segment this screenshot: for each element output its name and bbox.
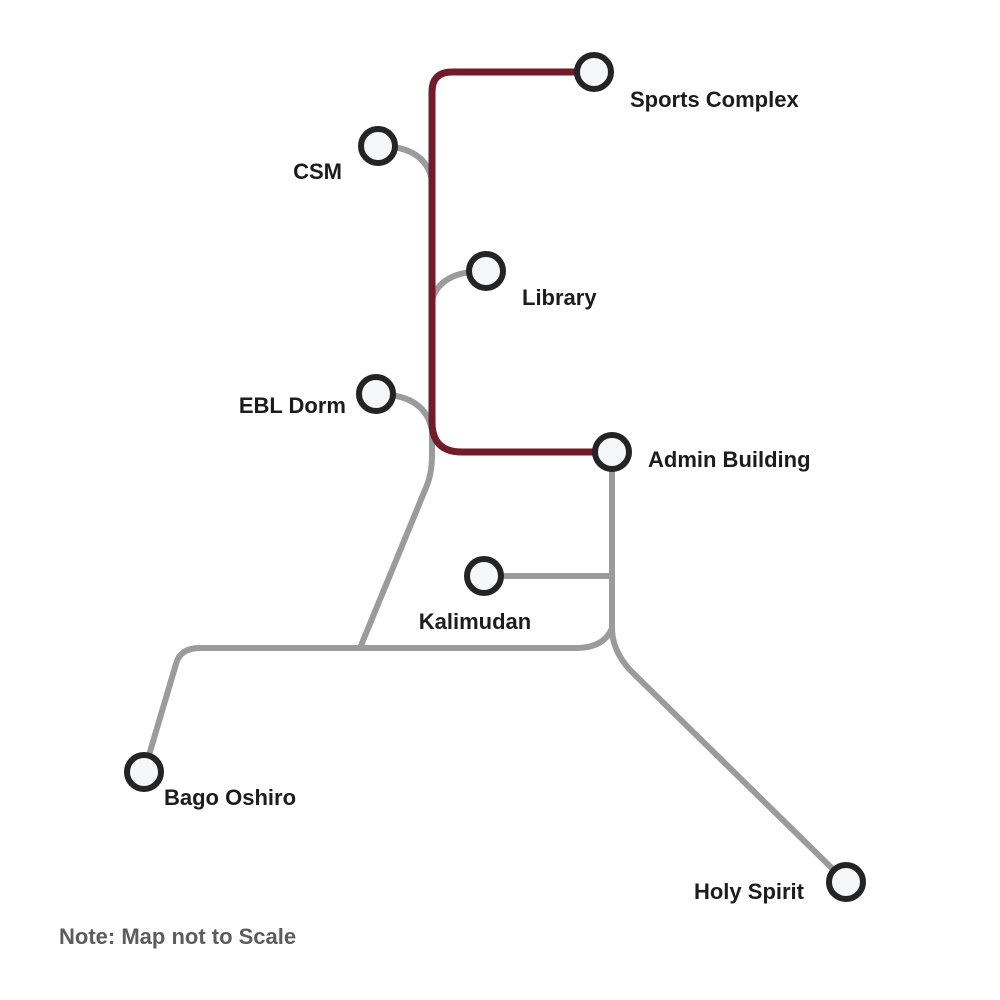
station-ebl-dorm[interactable] [356,374,396,414]
station-admin-building[interactable] [592,432,632,472]
label-admin-building: Admin Building [648,447,811,472]
label-bago-oshiro: Bago Oshiro [164,785,296,810]
main-line [428,68,616,456]
label-ebl-dorm: EBL Dorm [239,393,346,418]
label-sports-complex: Sports Complex [630,87,799,112]
label-holy-spirit: Holy Spirit [694,879,805,904]
label-kalimudan: Kalimudan [419,609,531,634]
map-scale-note: Note: Map not to Scale [59,924,296,949]
branch-ebl-dorm [357,391,435,651]
branch-lines [141,143,849,885]
station-kalimudan[interactable] [464,556,504,596]
label-csm: CSM [293,159,342,184]
station-sports-complex[interactable] [574,52,614,92]
label-library: Library [522,285,597,310]
station-holy-spirit[interactable] [826,862,866,902]
stations [124,52,866,902]
station-bago-oshiro[interactable] [124,752,164,792]
branch-admin-holy-spirit [609,449,849,885]
station-labels: Sports Complex CSM Library EBL Dorm Admi… [164,87,811,904]
branch-bago-oshiro [141,625,615,775]
station-library[interactable] [466,251,506,291]
station-csm[interactable] [358,126,398,166]
